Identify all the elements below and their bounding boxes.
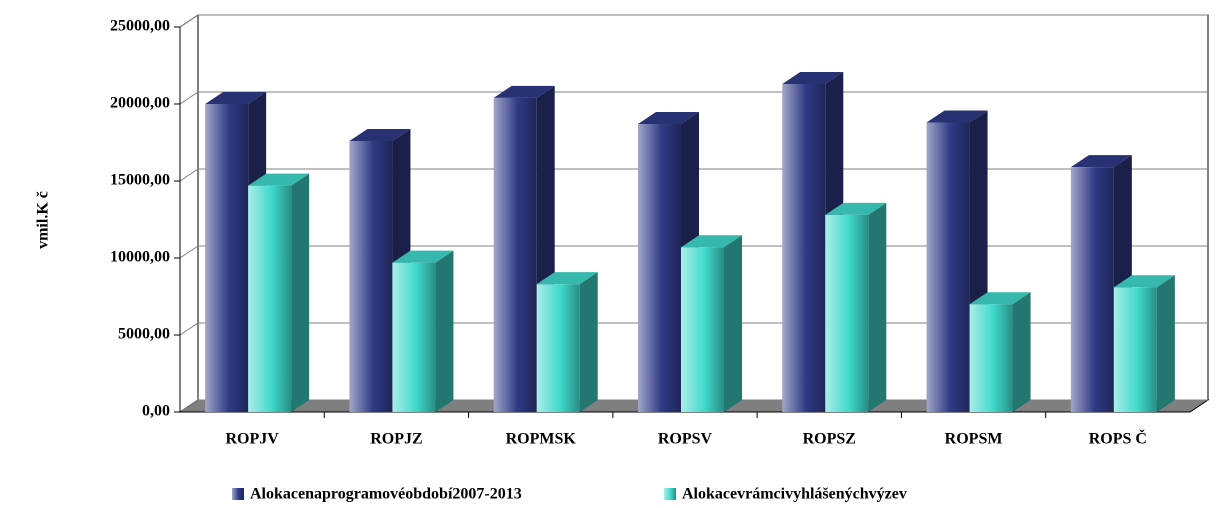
bar-top [1070, 155, 1132, 168]
bar-top [782, 71, 844, 84]
bar-top [248, 173, 310, 186]
bar-top [392, 250, 454, 263]
bar-side [724, 235, 742, 412]
y-tick-label: 5000,00 [118, 326, 170, 343]
bar-top [1113, 275, 1175, 288]
grid-line [179, 14, 1208, 28]
bar-side [1156, 275, 1175, 412]
bar-top [493, 85, 555, 98]
legend-swatch [232, 488, 244, 500]
bar [825, 214, 869, 412]
x-tick-label: ROPSV [658, 431, 713, 448]
bar [349, 140, 393, 412]
grid-line [179, 168, 1208, 182]
bar [1070, 167, 1114, 412]
bar-side [1012, 292, 1031, 412]
x-tick-label: ROPJZ [370, 431, 422, 448]
bar-top [205, 92, 267, 104]
bar-top [536, 272, 598, 285]
bar [536, 284, 580, 412]
bar-top [926, 110, 988, 123]
x-tick-label: ROPS Č [1089, 429, 1147, 448]
bar-top [638, 112, 699, 125]
y-tick-label: 0,00 [142, 403, 170, 420]
bar [782, 83, 826, 412]
x-tick-label: ROPJV [225, 431, 279, 448]
grid-line [179, 91, 1208, 105]
legend-label: Alokacevrámcivyhlášenýchvýzev [682, 486, 907, 503]
bar [248, 185, 292, 412]
bar [493, 97, 537, 412]
bar [969, 304, 1013, 412]
bar-side [579, 272, 598, 412]
legend-swatch [664, 488, 676, 500]
bar [392, 262, 436, 412]
bar [926, 122, 970, 412]
y-tick-label: 25000,00 [110, 18, 170, 35]
y-tick-label: 20000,00 [110, 95, 170, 112]
bar-top [969, 292, 1031, 305]
bar-side [868, 202, 887, 412]
x-tick-label: ROPSM [945, 431, 1003, 448]
bar-top [349, 128, 411, 141]
bar [638, 124, 681, 413]
x-tick-label: ROPSZ [803, 431, 856, 448]
bar-top [681, 235, 742, 248]
bar [205, 104, 249, 412]
y-axis-label: vmil.K č [35, 191, 52, 249]
y-tick-label: 10000,00 [110, 249, 170, 266]
bar-side [291, 173, 310, 412]
bar-side [435, 250, 454, 412]
y-tick-label: 15000,00 [110, 172, 170, 189]
side-wall [179, 14, 199, 413]
legend-label: Alokacenaprogramovéobdobí2007-2013 [250, 486, 522, 503]
bar [1113, 287, 1157, 412]
bar [681, 247, 724, 412]
bar-top [825, 202, 887, 215]
x-tick-label: ROPMSK [506, 431, 577, 448]
